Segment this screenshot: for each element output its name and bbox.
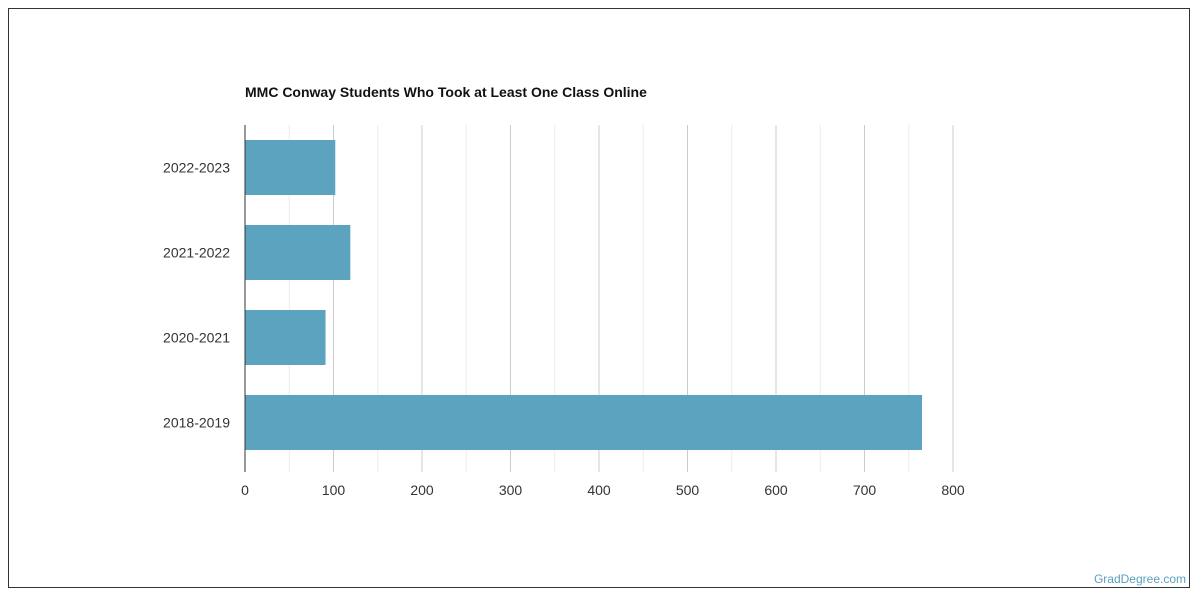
- chart-title: MMC Conway Students Who Took at Least On…: [245, 84, 647, 100]
- x-tick-label: 300: [499, 482, 523, 498]
- bar[interactable]: [245, 225, 351, 280]
- bar[interactable]: [245, 310, 326, 365]
- x-tick-label: 500: [676, 482, 700, 498]
- y-category-label: 2021-2022: [163, 245, 230, 261]
- x-tick-label: 200: [410, 482, 434, 498]
- x-tick-label: 600: [764, 482, 788, 498]
- y-category-label: 2020-2021: [163, 330, 230, 346]
- bar-layer: [245, 140, 923, 450]
- bar[interactable]: [245, 140, 336, 195]
- y-category-label: 2022-2023: [163, 160, 230, 176]
- x-tick-label: 100: [322, 482, 346, 498]
- label-layer: 0 100 200 300 400 500 600 700 800 2022-2023 2021-2…: [163, 160, 965, 499]
- x-tick-label: 800: [941, 482, 965, 498]
- x-tick-label: 0: [241, 482, 249, 498]
- y-category-label: 2018-2019: [163, 415, 230, 431]
- bar[interactable]: [245, 395, 923, 450]
- watermark-link[interactable]: GradDegree.com: [1093, 572, 1186, 586]
- x-tick-label: 700: [853, 482, 877, 498]
- x-tick-label: 400: [587, 482, 611, 498]
